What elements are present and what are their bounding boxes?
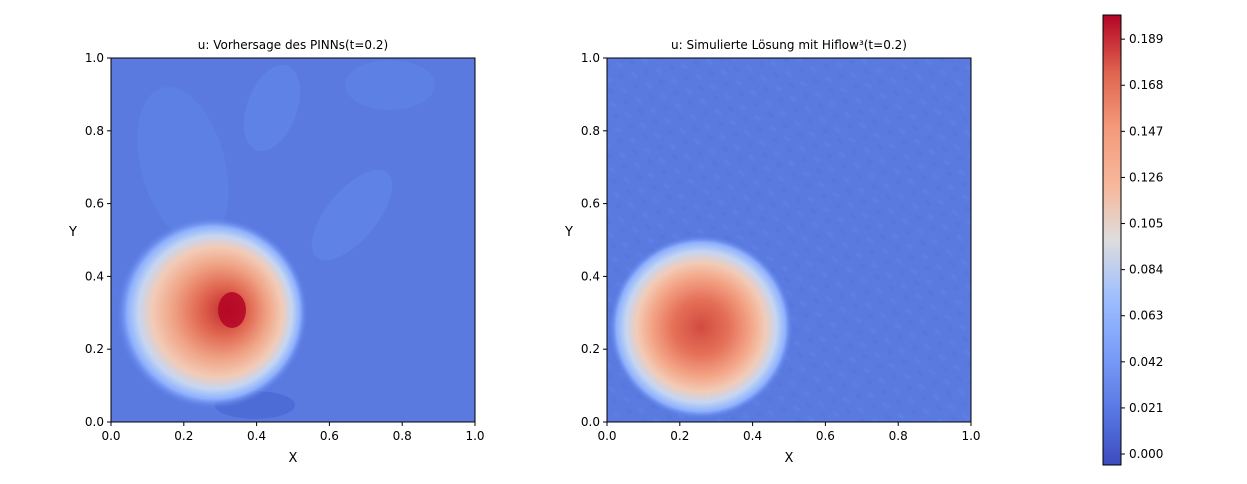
plot-pinn-ytick-label: 0.2	[85, 342, 104, 356]
colorbar-tick-label: 0.063	[1129, 309, 1163, 323]
plot-pinn-heatmap	[111, 58, 475, 422]
plot-pinn-xlabel: X	[289, 451, 298, 466]
plot-hiflow-heatmap	[607, 58, 971, 422]
plot-hiflow-ytick-label: 0.6	[581, 197, 600, 211]
plot-pinn-ytick-label: 0.6	[85, 197, 104, 211]
plot-hiflow-ytick-label: 0.8	[581, 124, 600, 138]
plot-hiflow: u: Simulierte Lösung mit Hiflow³(t=0.2) …	[564, 38, 981, 466]
plot-hiflow-xtick-label: 0.8	[889, 429, 908, 443]
plot-hiflow-xtick-label: 1.0	[961, 429, 980, 443]
plot-pinn: u: Vorhersage des PINNs(t=0.2) 0.0 0.2 0.4…	[68, 38, 485, 466]
colorbar-tick-label: 0.147	[1129, 124, 1163, 138]
colorbar-tick-label: 0.126	[1129, 170, 1163, 184]
plot-hiflow-ylabel: Y	[564, 225, 573, 240]
plot-hiflow-ytick-label: 0.0	[581, 415, 600, 429]
colorbar-tick-label: 0.021	[1129, 401, 1163, 415]
plot-pinn-ytick-label: 0.8	[85, 124, 104, 138]
plot-hiflow-xtick-label: 0.6	[816, 429, 835, 443]
colorbar-tick-label: 0.168	[1129, 78, 1163, 92]
plot-hiflow-xtick-label: 0.4	[743, 429, 762, 443]
colorbar-gradient	[1102, 14, 1122, 466]
plot-pinn-title: u: Vorhersage des PINNs(t=0.2)	[198, 38, 388, 52]
plot-pinn-ytick-label: 0.0	[85, 415, 104, 429]
plot-pinn-xtick-label: 0.6	[320, 429, 339, 443]
colorbar-tick-label: 0.189	[1129, 32, 1163, 46]
plot-pinn-ytick-label: 0.4	[85, 269, 104, 283]
plot-pinn-ytick-label: 1.0	[85, 51, 104, 65]
colorbar-tick-label: 0.000	[1129, 447, 1163, 461]
plot-pinn-xtick-label: 0.8	[393, 429, 412, 443]
plot-pinn-xtick-label: 0.2	[174, 429, 193, 443]
plot-pinn-ylabel: Y	[68, 225, 77, 240]
plot-hiflow-ytick-label: 1.0	[581, 51, 600, 65]
colorbar-tick-label: 0.105	[1129, 217, 1163, 231]
plot-hiflow-xtick-label: 0.2	[670, 429, 689, 443]
plot-hiflow-title: u: Simulierte Lösung mit Hiflow³(t=0.2)	[671, 38, 907, 52]
plot-pinn-xtick-label: 1.0	[465, 429, 484, 443]
plot-pinn-xtick-label: 0.0	[101, 429, 120, 443]
plot-hiflow-ytick-label: 0.4	[581, 269, 600, 283]
colorbar: 0.000 0.021 0.042 0.063 0.084 0.105 0.126 0.147…	[1102, 14, 1163, 466]
colorbar-tick-label: 0.084	[1129, 263, 1163, 277]
plot-pinn-xtick-label: 0.4	[247, 429, 266, 443]
plot-hiflow-ytick-label: 0.2	[581, 342, 600, 356]
plot-hiflow-xlabel: X	[785, 451, 794, 466]
colorbar-tick-label: 0.042	[1129, 355, 1163, 369]
plot-hiflow-xtick-label: 0.0	[597, 429, 616, 443]
